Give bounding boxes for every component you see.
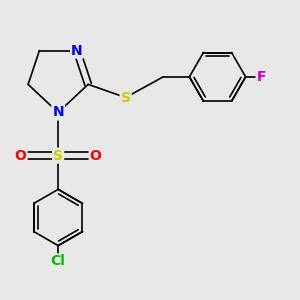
Text: N: N: [71, 44, 83, 58]
Text: N: N: [52, 106, 64, 119]
Text: Cl: Cl: [51, 254, 66, 268]
Text: O: O: [90, 148, 102, 163]
Text: S: S: [121, 91, 130, 104]
Text: S: S: [53, 148, 63, 163]
Text: F: F: [256, 70, 266, 84]
Text: O: O: [15, 148, 27, 163]
